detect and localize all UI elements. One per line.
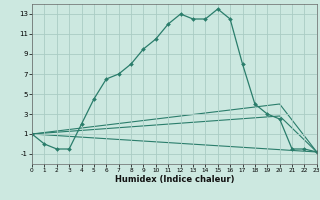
- X-axis label: Humidex (Indice chaleur): Humidex (Indice chaleur): [115, 175, 234, 184]
